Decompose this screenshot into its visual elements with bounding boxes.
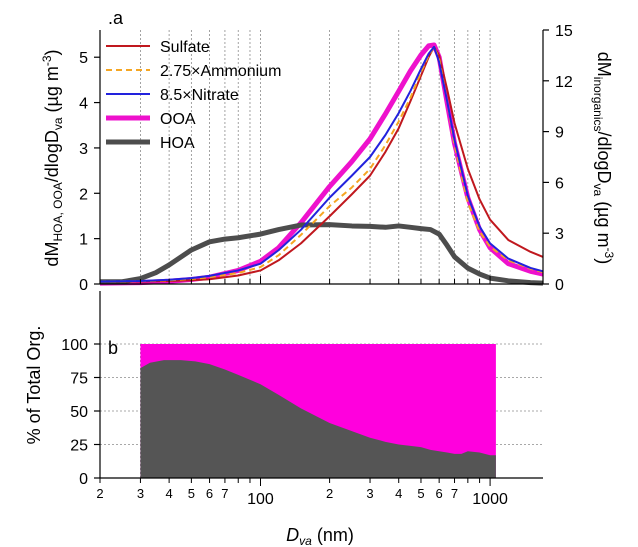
x-tick-label-minor: 4 — [166, 486, 173, 501]
y-tick-label-left: 3 — [79, 141, 88, 158]
legend-label: 8.5×Nitrate — [160, 87, 239, 104]
y-tick-label-right: 6 — [555, 175, 564, 192]
y-tick-label-b: 0 — [79, 471, 88, 488]
panel-a-right-ylabel: dMinorganics/dlogDva (µg m-3) — [591, 52, 616, 264]
y-tick-label-b: 75 — [70, 371, 88, 388]
x-tick-label-minor: 5 — [417, 486, 424, 501]
y-tick-label-left: 2 — [79, 186, 88, 203]
y-tick-label-b: 100 — [61, 337, 88, 354]
panel-b-label: b — [108, 338, 118, 358]
x-tick-label-minor: 2 — [326, 486, 333, 501]
x-tick-label-minor: 4 — [395, 486, 402, 501]
x-tick-label-minor: 7 — [221, 486, 228, 501]
legend-label: OOA — [160, 111, 196, 128]
x-axis-label: Dva (nm) — [286, 525, 354, 547]
y-tick-label-left: 4 — [79, 96, 88, 113]
panel-a-line-series — [99, 42, 544, 286]
y-tick-label-right: 0 — [555, 277, 564, 294]
x-tick-label-minor: 3 — [137, 486, 144, 501]
x-tick-label-minor: 7 — [451, 486, 458, 501]
series-ooa — [99, 42, 544, 286]
x-tick-label-major: 100 — [247, 491, 274, 508]
x-tick-label-minor: 3 — [366, 486, 373, 501]
area-hoa — [140, 360, 496, 478]
x-tick-label-minor: 5 — [188, 486, 195, 501]
series-sulfate — [100, 45, 544, 283]
y-tick-label-right: 3 — [555, 226, 564, 243]
series-8-5-nitrate — [99, 45, 544, 283]
legend: Sulfate 2.75×Ammonium 8.5×Nitrate OOA HOA — [106, 39, 281, 152]
y-tick-label-b: 50 — [70, 404, 88, 421]
x-tick-label-major: 1000 — [472, 491, 508, 508]
panel-b-axes — [99, 291, 543, 479]
x-tick-label-minor: 2 — [96, 486, 103, 501]
panel-a-left-ylabel: dMHOA, OOA/dlogDva (µg m-3) — [40, 49, 65, 266]
legend-label: HOA — [160, 135, 195, 152]
series-hoa — [100, 222, 544, 286]
y-tick-label-right: 9 — [555, 125, 564, 142]
panel-b-ylabel: % of Total Org. — [24, 326, 44, 445]
y-tick-label-right: 15 — [555, 23, 573, 40]
legend-label: 2.75×Ammonium — [160, 63, 281, 80]
series-2-75-ammonium — [99, 45, 544, 283]
x-tick-label-minor: 6 — [206, 486, 213, 501]
y-tick-label-left: 1 — [79, 232, 88, 249]
y-tick-label-left: 5 — [79, 50, 88, 67]
panel-b-area-series — [140, 344, 496, 478]
panel-a-gridlines — [99, 30, 491, 284]
legend-label: Sulfate — [160, 39, 210, 56]
x-tick-label-minor: 6 — [436, 486, 443, 501]
y-tick-label-right: 12 — [555, 74, 573, 91]
panel-a-axes — [99, 30, 544, 285]
y-tick-label-b: 25 — [70, 438, 88, 455]
y-tick-label-left: 0 — [79, 277, 88, 294]
panel-a-label: .a — [108, 8, 124, 28]
